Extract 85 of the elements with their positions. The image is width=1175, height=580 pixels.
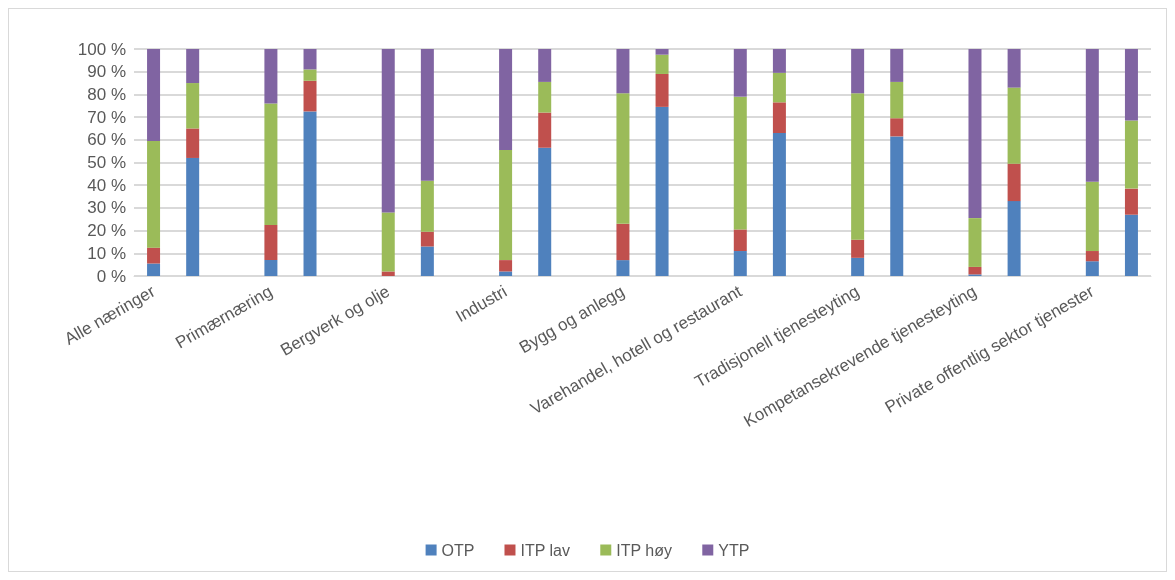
bar (381, 271, 395, 276)
bar (381, 49, 395, 213)
y-tick-label: 0 % (96, 266, 126, 286)
bar (538, 147, 552, 276)
legend-label: OTP (441, 541, 475, 559)
bar (538, 81, 552, 113)
legend-label: ITP høy (616, 541, 672, 559)
bar (264, 103, 278, 225)
bar (303, 80, 317, 112)
bar (147, 49, 161, 141)
bar (147, 263, 161, 276)
bar (851, 49, 865, 94)
bar (420, 180, 434, 232)
bar (655, 54, 669, 74)
bar (264, 260, 278, 276)
bar (733, 49, 747, 97)
legend-label: YTP (718, 541, 750, 559)
bar (264, 49, 278, 104)
bar (1007, 201, 1021, 276)
bar (616, 49, 630, 94)
bar (968, 218, 982, 267)
bar (303, 69, 317, 81)
bar (655, 73, 669, 107)
bar (499, 260, 513, 272)
bar (1124, 188, 1138, 215)
bar (147, 140, 161, 248)
y-tick-label: 20 % (87, 221, 126, 241)
bar (851, 257, 865, 276)
bar (890, 136, 904, 276)
bar (420, 231, 434, 247)
bar (1124, 214, 1138, 276)
bar (499, 150, 513, 261)
bar (1124, 49, 1138, 121)
bar (1085, 261, 1099, 276)
bar (186, 49, 200, 84)
bar (851, 93, 865, 240)
bar (186, 157, 200, 276)
bar (616, 93, 630, 224)
bar (851, 239, 865, 258)
bar (186, 128, 200, 158)
bar (772, 102, 786, 133)
bar (147, 247, 161, 264)
bar (264, 224, 278, 261)
bar (1085, 49, 1099, 182)
bar (303, 111, 317, 276)
bar (381, 212, 395, 272)
bar (538, 49, 552, 82)
y-tick-label: 10 % (87, 243, 126, 263)
bar (1007, 49, 1021, 88)
bar (968, 266, 982, 275)
bar (890, 81, 904, 119)
bar (890, 49, 904, 82)
bar (1007, 163, 1021, 202)
y-tick-label: 50 % (87, 153, 126, 172)
y-tick-label: 40 % (87, 175, 126, 195)
y-tick-label: 60 % (87, 130, 126, 150)
bar (303, 49, 317, 70)
bar (1085, 181, 1099, 252)
bar (890, 118, 904, 137)
bar (1085, 251, 1099, 262)
bar (733, 96, 747, 230)
bar (1124, 120, 1138, 189)
y-tick-label: 80 % (87, 84, 126, 104)
bar (499, 271, 513, 276)
bar (772, 132, 786, 276)
bar (733, 229, 747, 252)
bar (733, 251, 747, 276)
y-tick-label: 100 % (77, 39, 126, 59)
bar (968, 49, 982, 219)
bar (1007, 87, 1021, 164)
bar (420, 246, 434, 276)
bar (186, 83, 200, 129)
bar (499, 49, 513, 151)
bar (616, 223, 630, 261)
y-tick-label: 90 % (87, 62, 126, 82)
bar (772, 72, 786, 103)
bar (772, 49, 786, 73)
y-tick-label: 70 % (87, 107, 126, 127)
bar (616, 260, 630, 276)
bar (538, 112, 552, 148)
legend-label: ITP lav (520, 541, 570, 559)
y-tick-label: 30 % (87, 198, 126, 218)
bar (655, 49, 669, 55)
bar (420, 49, 434, 181)
bar (655, 106, 669, 276)
